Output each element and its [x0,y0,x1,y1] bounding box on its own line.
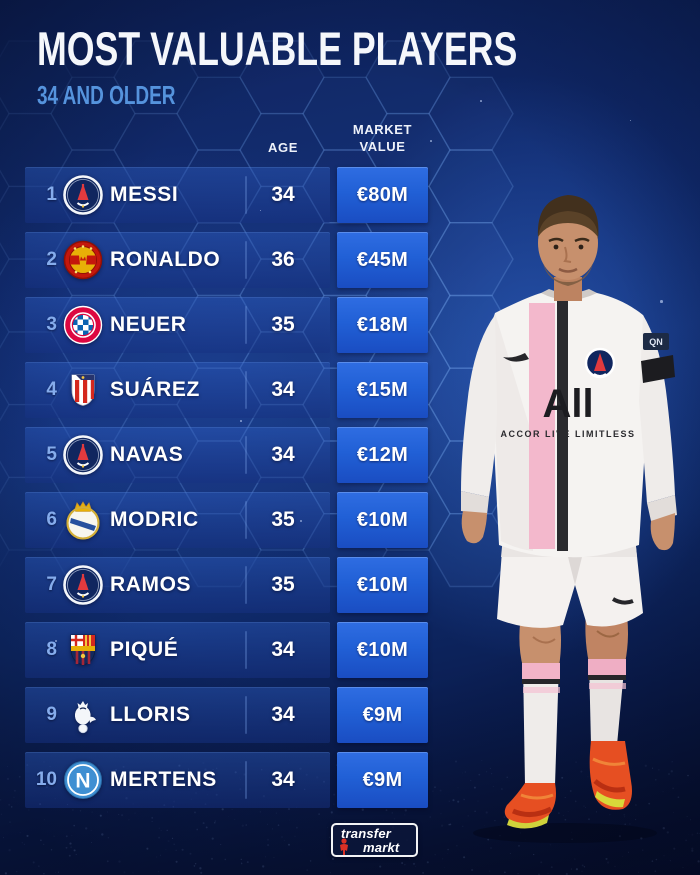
table-row: 8 PIQUÉ 34 €10M [25,622,428,678]
age-value: 34 [252,622,314,678]
market-value-box: €10M [337,492,428,548]
rank-label: 5 [28,427,57,483]
market-value: €10M [357,509,408,532]
psg-badge-icon [63,435,103,475]
logo-text-line2: markt [363,840,399,855]
transfermarkt-mascot-icon [338,838,350,856]
table-row: 1 MESSI 34 €80M [25,167,428,223]
market-value: €9M [363,704,403,727]
age-value: 34 [252,167,314,223]
market-value-box: €9M [337,687,428,743]
column-divider [245,501,247,539]
age-value: 34 [252,362,314,418]
napoli-badge-icon: N [63,760,103,800]
market-value: €80M [357,184,408,207]
column-divider [245,696,247,734]
table-row: 5 NAVAS 34 €12M [25,427,428,483]
table-row: 7 RAMOS 35 €10M [25,557,428,613]
rank-label: 4 [28,362,57,418]
psg-badge-icon [63,175,103,215]
rank-label: 2 [28,232,57,288]
rank-label: 9 [28,687,57,743]
column-header-market-value: MARKET VALUE [337,122,428,156]
market-value: €18M [357,314,408,337]
market-value-box: €18M [337,297,428,353]
market-value-box: €80M [337,167,428,223]
table-row: 2 RONALDO 36 €45M [25,232,428,288]
player-name: PIQUÉ [110,622,178,678]
real-madrid-badge-icon [63,500,103,540]
table-row: 10 N MERTENS 34 €9M [25,752,428,808]
player-name: MODRIC [110,492,199,548]
page-title: MOST VALUABLE PLAYERS [37,24,517,73]
market-value-box: €45M [337,232,428,288]
age-value: 34 [252,427,314,483]
rank-label: 1 [28,167,57,223]
market-value-box: €12M [337,427,428,483]
player-table: 1 MESSI 34 €80M 2 RONALDO 36 €45M 3 NEU [25,167,428,808]
column-divider [245,176,247,214]
market-value: €15M [357,379,408,402]
table-row: 3 NEUER 35 €18M [25,297,428,353]
market-value-box: €10M [337,557,428,613]
column-header-market-line2: VALUE [337,139,428,156]
rank-label: 8 [28,622,57,678]
rank-label: 7 [28,557,57,613]
rank-label: 6 [28,492,57,548]
column-divider [245,371,247,409]
market-value: €12M [357,444,408,467]
age-value: 34 [252,752,314,808]
column-header-age: AGE [251,140,315,157]
atletico-badge-icon [63,370,103,410]
market-value: €10M [357,639,408,662]
age-value: 36 [252,232,314,288]
rank-label: 10 [28,752,57,808]
market-value-box: €10M [337,622,428,678]
player-name: SUÁREZ [110,362,200,418]
player-name: RONALDO [110,232,220,288]
table-row: 6 MODRIC 35 €10M [25,492,428,548]
page-subtitle: 34 AND OLDER [37,80,176,111]
market-value-box: €9M [337,752,428,808]
rank-label: 3 [28,297,57,353]
tottenham-badge-icon [63,695,103,735]
infographic: MOST VALUABLE PLAYERS 34 AND OLDER AGE M… [0,0,700,875]
psg-badge-icon [63,565,103,605]
column-divider [245,306,247,344]
column-divider [245,631,247,669]
player-name: NEUER [110,297,187,353]
market-value: €9M [363,769,403,792]
table-row: 9 LLORIS 34 €9M [25,687,428,743]
column-divider [245,566,247,604]
column-divider [245,241,247,279]
age-value: 35 [252,297,314,353]
player-name: MESSI [110,167,178,223]
player-name: LLORIS [110,687,191,743]
svg-text:N: N [75,770,90,793]
man-united-badge-icon [63,240,103,280]
market-value-box: €15M [337,362,428,418]
age-value: 35 [252,492,314,548]
market-value: €45M [357,249,408,272]
transfermarkt-logo: transfer markt [331,823,418,857]
column-divider [245,761,247,799]
market-value: €10M [357,574,408,597]
player-name: NAVAS [110,427,183,483]
column-divider [245,436,247,474]
barcelona-badge-icon [63,630,103,670]
age-value: 35 [252,557,314,613]
bayern-badge-icon [63,305,103,345]
table-row: 4 SUÁREZ 34 €15M [25,362,428,418]
player-name: RAMOS [110,557,191,613]
column-header-market-line1: MARKET [337,122,428,139]
player-name: MERTENS [110,752,217,808]
age-value: 34 [252,687,314,743]
